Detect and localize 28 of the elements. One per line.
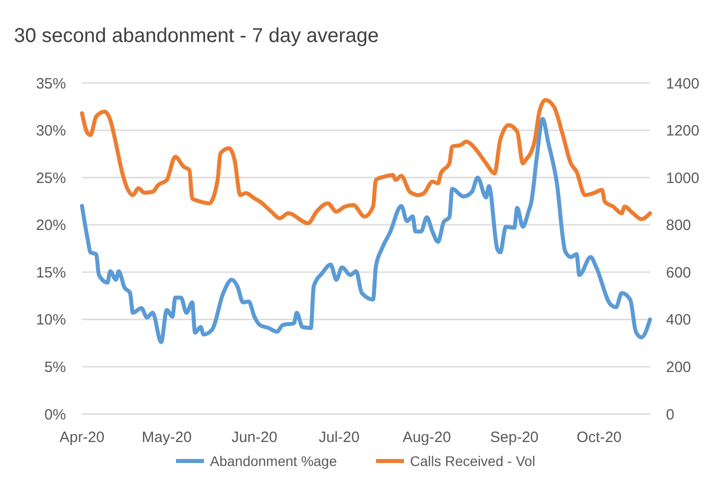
x-tick-label: Apr-20 bbox=[59, 429, 105, 446]
y2-tick-label: 1000 bbox=[666, 170, 700, 187]
y2-tick-label: 0 bbox=[666, 406, 674, 424]
y-tick-label: 5% bbox=[44, 358, 66, 376]
y-tick-label: 15% bbox=[36, 264, 66, 282]
chart-title: 30 second abandonment - 7 day average bbox=[14, 25, 379, 47]
y2-tick-label: 1400 bbox=[666, 75, 700, 92]
y2-tick-label: 400 bbox=[666, 312, 692, 329]
legend-label: Calls Received - Vol bbox=[410, 453, 536, 469]
x-tick-label: Jun-20 bbox=[231, 429, 278, 446]
x-tick-label: Aug-20 bbox=[402, 429, 451, 446]
y2-tick-label: 200 bbox=[666, 358, 692, 376]
x-tick-label: May-20 bbox=[142, 429, 192, 446]
y-tick-label: 20% bbox=[36, 217, 66, 234]
legend-label: Abandonment %age bbox=[210, 453, 338, 469]
x-tick-label: Sep-20 bbox=[490, 429, 539, 446]
y2-tick-label: 600 bbox=[666, 264, 692, 282]
y-tick-label: 25% bbox=[36, 170, 66, 187]
x-tick-label: Oct-20 bbox=[576, 429, 622, 446]
y-tick-label: 10% bbox=[36, 312, 66, 329]
y-tick-label: 35% bbox=[36, 75, 66, 92]
y2-tick-label: 800 bbox=[666, 217, 692, 234]
x-tick-label: Jul-20 bbox=[318, 429, 360, 446]
y-tick-label: 0% bbox=[44, 406, 66, 424]
y2-tick-label: 1200 bbox=[666, 122, 700, 140]
line-series bbox=[80, 116, 652, 344]
y-tick-label: 30% bbox=[36, 122, 66, 140]
line-series bbox=[80, 98, 652, 226]
